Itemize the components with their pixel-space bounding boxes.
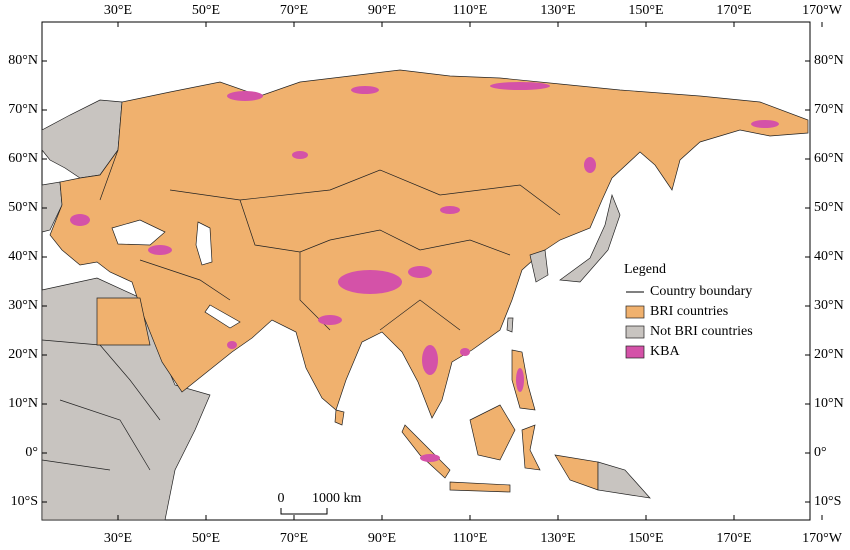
africa-borders bbox=[41, 339, 161, 471]
lon-label-bottom: 70°E bbox=[280, 531, 308, 546]
korea bbox=[529, 249, 549, 283]
lat-label-right: 0° bbox=[814, 445, 827, 460]
kba-area bbox=[408, 266, 432, 278]
legend-label: Country boundary bbox=[650, 284, 752, 299]
lon-label-top: 90°E bbox=[368, 3, 396, 18]
egypt bbox=[96, 297, 151, 346]
lat-label-left: 50°N bbox=[8, 200, 38, 215]
lat-label-right: 30°N bbox=[814, 298, 844, 313]
kba-area bbox=[440, 206, 460, 214]
lon-label-top: 50°E bbox=[192, 3, 220, 18]
scale-line bbox=[280, 508, 328, 515]
borneo bbox=[469, 404, 516, 461]
caspian-sea bbox=[195, 221, 213, 266]
lon-label-top: 70°E bbox=[280, 3, 308, 18]
lat-label-left: 80°N bbox=[8, 53, 38, 68]
kba-layer bbox=[70, 82, 779, 462]
lon-label-top: 150°E bbox=[628, 3, 663, 18]
kba-area bbox=[490, 82, 550, 90]
kba-area bbox=[227, 91, 263, 101]
kba-area bbox=[338, 270, 402, 294]
kba-area bbox=[148, 245, 172, 255]
legend-title: Legend bbox=[624, 262, 666, 277]
lon-label-top: 30°E bbox=[104, 3, 132, 18]
lon-label-top: 110°E bbox=[453, 3, 488, 18]
sumatra bbox=[401, 424, 451, 479]
africa bbox=[41, 277, 211, 521]
lat-label-right: 20°N bbox=[814, 347, 844, 362]
lat-label-right: 10°S bbox=[814, 494, 841, 509]
kba-area bbox=[516, 368, 524, 392]
kba-area bbox=[351, 86, 379, 94]
lat-label-right: 60°N bbox=[814, 151, 844, 166]
kba-area bbox=[422, 345, 438, 375]
sri-lanka bbox=[334, 409, 345, 426]
lat-label-left: 10°N bbox=[8, 396, 38, 411]
kba-area bbox=[70, 214, 90, 226]
legend-label: KBA bbox=[650, 344, 680, 359]
lat-label-right: 70°N bbox=[814, 102, 844, 117]
taiwan bbox=[506, 317, 514, 333]
lat-label-left: 20°N bbox=[8, 347, 38, 362]
legend-label: BRI countries bbox=[650, 304, 728, 319]
kba-area bbox=[318, 315, 342, 325]
sulawesi bbox=[521, 424, 541, 471]
lat-label-left: 10°S bbox=[11, 494, 38, 509]
lat-label-right: 40°N bbox=[814, 249, 844, 264]
persian-gulf bbox=[204, 304, 241, 329]
lon-label-top: 170°E bbox=[716, 3, 751, 18]
lon-label-bottom: 110°E bbox=[453, 531, 488, 546]
lon-label-bottom: 150°E bbox=[628, 531, 663, 546]
eurasia bbox=[49, 69, 809, 419]
scale-bar: 0 1000 km bbox=[278, 491, 362, 515]
lon-label-bottom: 170°E bbox=[716, 531, 751, 546]
japan bbox=[559, 193, 621, 283]
kba-area bbox=[460, 348, 470, 356]
kba-area bbox=[751, 120, 779, 128]
legend-swatch bbox=[625, 325, 645, 339]
lat-label-left: 30°N bbox=[8, 298, 38, 313]
papua bbox=[597, 461, 651, 499]
legend-label: Not BRI countries bbox=[650, 324, 753, 339]
lat-label-left: 60°N bbox=[8, 151, 38, 166]
legend-swatch bbox=[625, 345, 645, 359]
land bbox=[41, 69, 809, 521]
lon-label-top: 130°E bbox=[540, 3, 575, 18]
borders bbox=[99, 149, 561, 331]
kba-area bbox=[292, 151, 308, 159]
lat-label-left: 40°N bbox=[8, 249, 38, 264]
kba-area bbox=[420, 454, 440, 462]
lat-label-left: 70°N bbox=[8, 102, 38, 117]
kba-area bbox=[227, 341, 237, 349]
lat-label-right: 80°N bbox=[814, 53, 844, 68]
legend-swatch bbox=[625, 305, 645, 319]
lon-label-bottom: 30°E bbox=[104, 531, 132, 546]
scale-end: 1000 km bbox=[312, 491, 362, 506]
scale-start: 0 bbox=[278, 491, 285, 506]
kba-area bbox=[584, 157, 596, 173]
lat-label-right: 50°N bbox=[814, 200, 844, 215]
black-sea bbox=[111, 219, 166, 246]
lon-label-bottom: 170°W bbox=[802, 531, 843, 546]
lat-label-left: 0° bbox=[25, 445, 38, 460]
lon-label-top: 170°W bbox=[802, 3, 843, 18]
west-europe bbox=[41, 181, 63, 233]
lat-label-right: 10°N bbox=[814, 396, 844, 411]
lon-label-bottom: 50°E bbox=[192, 531, 220, 546]
lon-label-bottom: 90°E bbox=[368, 531, 396, 546]
java bbox=[449, 481, 511, 493]
legend: Legend Country boundary BRI countries Not B… bbox=[624, 262, 753, 359]
lon-label-bottom: 130°E bbox=[540, 531, 575, 546]
